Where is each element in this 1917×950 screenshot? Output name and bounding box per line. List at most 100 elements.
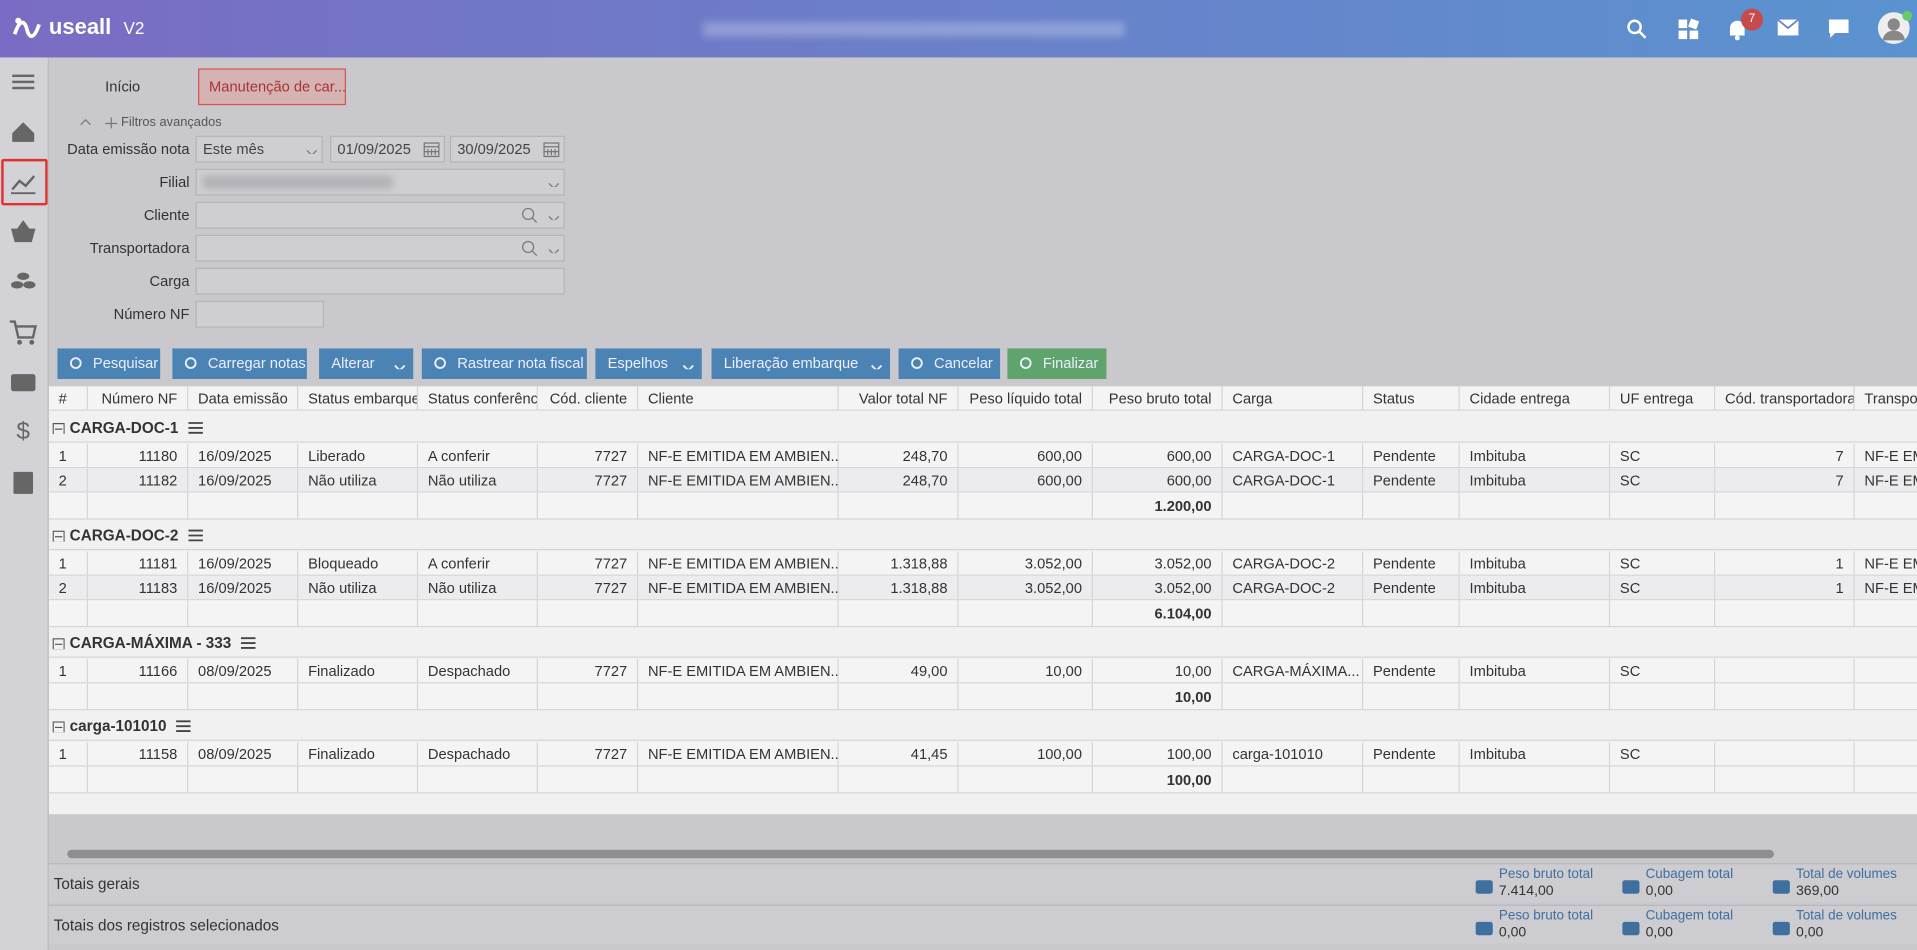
cell — [839, 600, 959, 626]
cell — [1715, 658, 1855, 683]
filter-input[interactable] — [195, 201, 565, 229]
cell: Finalizado — [298, 742, 419, 766]
filter-label: Cliente — [143, 206, 190, 224]
filter-input[interactable] — [195, 267, 565, 295]
totals-row: Totais dos registros selecionados Peso br… — [48, 904, 1917, 944]
group-collapse[interactable] — [52, 720, 65, 733]
cell: 7727 — [538, 443, 639, 468]
total-item-label: Total de volumes — [1795, 866, 1897, 882]
cell: Status conferência — [418, 386, 538, 410]
group-total-row: 100,00 — [48, 766, 1917, 794]
cell: Carga — [1223, 386, 1364, 410]
collapse-icon[interactable] — [78, 115, 93, 127]
total-item-value: 7.414,00 — [1498, 883, 1554, 899]
toolbar-button[interactable]: Liberação embarque — [711, 348, 891, 379]
toolbar-button[interactable]: Espelhos — [595, 348, 702, 379]
cell — [418, 766, 538, 793]
cell: Peso bruto total — [1093, 386, 1223, 410]
cell — [638, 600, 839, 626]
group-menu[interactable] — [188, 528, 203, 543]
cell — [1223, 683, 1364, 710]
group-menu[interactable] — [241, 636, 256, 651]
toolbar-button[interactable]: Pesquisar — [57, 348, 161, 379]
dropdown-icon[interactable] — [548, 177, 560, 188]
filter-input[interactable] — [195, 300, 324, 328]
cell: carga-101010 — [1223, 742, 1364, 766]
cell: 1.318,88 — [839, 551, 959, 575]
notifications-button[interactable] — [1726, 17, 1748, 41]
dropdown-icon[interactable] — [870, 359, 883, 370]
total-icon — [1620, 916, 1642, 938]
cell: Bloqueado — [298, 551, 419, 575]
toolbar-button[interactable]: Cancelar — [898, 348, 1001, 379]
group-total-row: 6.104,00 — [48, 600, 1917, 628]
cell: 10,00 — [1093, 658, 1223, 683]
cell — [839, 492, 959, 519]
group-collapse[interactable] — [52, 422, 65, 435]
cell — [188, 766, 299, 793]
cell — [418, 683, 538, 710]
cell — [1460, 683, 1611, 710]
data-row: 1 11180 16/09/2025 Liberado A conferir 7727 NF… — [48, 443, 1917, 469]
group-menu[interactable] — [188, 421, 203, 436]
period-select[interactable]: Este mês — [195, 135, 323, 163]
cell: 11182 — [88, 468, 189, 492]
total-item-value: 0,00 — [1645, 883, 1673, 899]
cell: 08/09/2025 — [188, 658, 299, 683]
dropdown-icon[interactable] — [548, 243, 560, 254]
grid: # Número NF Data emissão Status embarque Sta… — [48, 386, 1917, 815]
filters-toggle[interactable]: Filtros avançados — [121, 114, 222, 130]
cell — [1855, 767, 1917, 793]
dropdown-icon[interactable] — [394, 359, 406, 370]
group-menu[interactable] — [176, 719, 192, 734]
cell — [1460, 600, 1611, 626]
cell: Cód. cliente — [538, 386, 639, 410]
cell: Imbituba — [1460, 443, 1611, 468]
user-avatar[interactable] — [1877, 11, 1914, 48]
plus-icon[interactable] — [105, 116, 118, 129]
cell: 100,00 — [959, 742, 1093, 766]
cell: 1 — [49, 742, 89, 766]
group-collapse[interactable] — [52, 637, 65, 650]
chat-button[interactable] — [1828, 18, 1850, 40]
sidebar: $ — [0, 57, 49, 950]
tab[interactable]: Início — [105, 78, 141, 96]
total-icon — [1473, 874, 1495, 896]
dropdown-icon[interactable] — [548, 210, 560, 221]
dropdown-icon[interactable] — [306, 144, 318, 155]
cell: CARGA-DOC-1 — [1223, 468, 1364, 492]
total-item-label: Peso bruto total — [1498, 866, 1594, 882]
cell: NF-E EMITIDA EM AMBIEN... — [1855, 444, 1917, 467]
scroll-thumb[interactable] — [67, 849, 1774, 859]
date-to[interactable]: 30/09/2025 — [449, 135, 565, 163]
toolbar-button[interactable]: Alterar — [319, 348, 414, 379]
cell: SC — [1610, 742, 1716, 766]
dropdown-icon[interactable] — [682, 359, 694, 370]
search-icon[interactable] — [521, 240, 538, 257]
filter-input[interactable] — [195, 234, 565, 262]
group-collapse[interactable] — [52, 529, 65, 542]
cell: Peso líquido total — [959, 386, 1093, 410]
cell — [1715, 600, 1855, 626]
horizontal-scrollbar[interactable] — [49, 844, 1917, 864]
cell: 600,00 — [959, 468, 1093, 492]
total-item-value: 369,00 — [1795, 883, 1839, 899]
toolbar-button[interactable]: Rastrear nota fiscal — [421, 348, 587, 379]
date-from[interactable]: 01/09/2025 — [330, 135, 446, 163]
svg-text:$: $ — [16, 418, 30, 445]
cell: Despachado — [418, 658, 538, 683]
cell — [1610, 766, 1716, 793]
cell: 600,00 — [1093, 468, 1223, 492]
sidebar-icons[interactable]: $ — [0, 57, 49, 570]
toolbar-button[interactable]: Finalizar — [1007, 348, 1107, 379]
search-button[interactable] — [1626, 18, 1648, 40]
calendar-icon[interactable] — [423, 141, 440, 158]
apps-button[interactable] — [1677, 18, 1700, 40]
calendar-icon[interactable] — [543, 141, 560, 158]
mail-button[interactable] — [1777, 19, 1800, 37]
cell: Pendente — [1363, 443, 1460, 468]
tab-active[interactable]: Manutenção de car... — [198, 68, 346, 106]
cell: 11183 — [88, 575, 189, 600]
search-icon[interactable] — [521, 207, 538, 224]
